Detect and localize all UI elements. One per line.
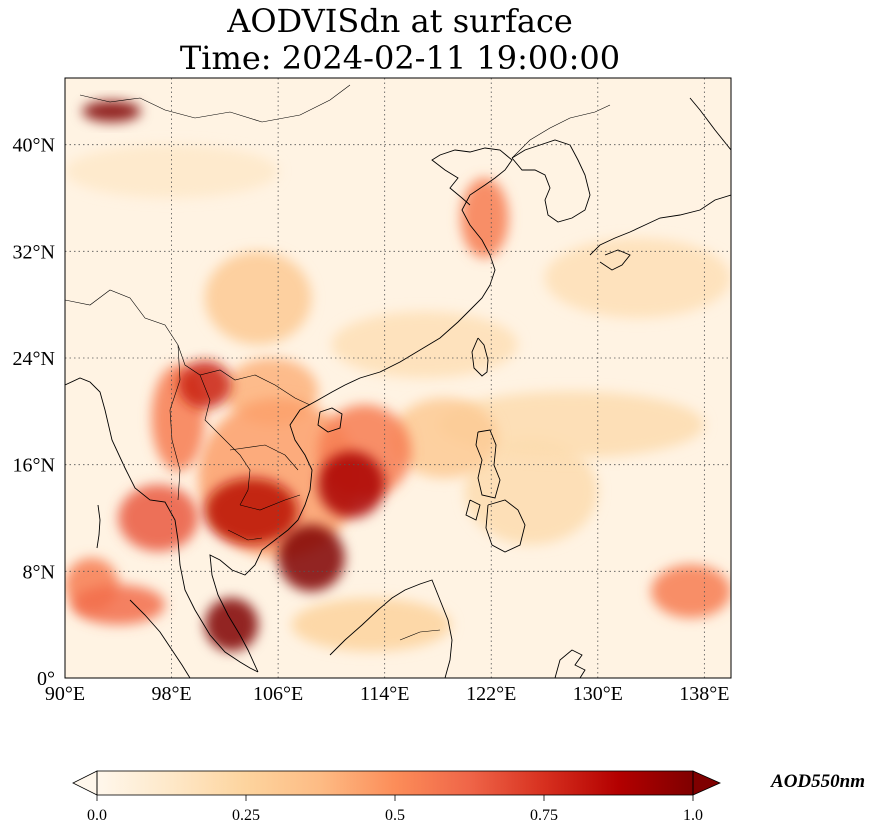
aod-hotspot xyxy=(178,360,232,409)
mongolia-border xyxy=(79,84,351,123)
longitude-tick-label: 130°E xyxy=(573,683,623,705)
border-layer xyxy=(65,84,611,641)
latitude-tick-label: 0° xyxy=(37,668,55,690)
latitude-tick-label: 8°N xyxy=(23,561,55,583)
aod-hotspot xyxy=(118,484,199,552)
map-panel xyxy=(64,77,732,679)
colorbar-extend-min xyxy=(72,770,98,796)
sumatra-coastline xyxy=(129,599,191,678)
longitude-tick-label: 90°E xyxy=(45,683,85,705)
longitude-tick-labels: 90°E 98°E 106°E 114°E 122°E 130°E 138°E xyxy=(45,683,730,705)
indochina-borders xyxy=(169,344,301,541)
korea-coastline xyxy=(511,139,591,223)
aod-hotspot xyxy=(65,144,279,198)
aod-hotspot xyxy=(71,584,165,625)
aod-hotspot xyxy=(291,598,452,652)
map-title: AODVISdn at surface xyxy=(227,2,573,40)
aod-hotspot xyxy=(331,311,518,378)
longitude-tick-label: 98°E xyxy=(151,683,191,705)
colorbar-extend-max xyxy=(692,770,721,796)
latitude-tick-label: 16°N xyxy=(13,455,55,477)
mainland-coastline xyxy=(65,147,513,673)
gridline-layer xyxy=(65,78,731,678)
sulawesi-coastline xyxy=(554,649,586,678)
longitude-tick-label: 122°E xyxy=(466,683,516,705)
aod-hotspot xyxy=(544,238,731,318)
latitude-tick-labels: 0° 8°N 16°N 24°N 32°N 40°N xyxy=(13,135,55,690)
borneo-coastline xyxy=(329,579,453,678)
colorbar-tick-label: 0.0 xyxy=(87,807,107,824)
taiwan-coastline xyxy=(471,337,489,377)
colorbar: 0.0 0.25 0.5 0.75 1.0 AOD550nm xyxy=(72,770,865,824)
japan-coastline xyxy=(589,97,731,271)
aod-hotspot xyxy=(278,524,345,592)
colorbar-tick-label: 0.5 xyxy=(385,807,405,824)
aod-hotspot xyxy=(318,451,385,518)
aod-field-layer xyxy=(65,100,731,652)
colorbar-gradient xyxy=(97,771,693,795)
coastline-layer xyxy=(65,97,731,678)
latitude-tick-label: 40°N xyxy=(13,135,55,157)
colorbar-label: AOD550nm xyxy=(770,771,865,792)
colorbar-ticks: 0.0 0.25 0.5 0.75 1.0 xyxy=(87,795,703,824)
longitude-tick-label: 114°E xyxy=(360,683,409,705)
aod-hotspot xyxy=(651,564,731,618)
map-frame xyxy=(64,77,732,679)
aod-hotspot xyxy=(391,398,498,478)
mindanao-coastline xyxy=(465,499,526,553)
colorbar-tick-label: 0.75 xyxy=(530,807,558,824)
andaman-coastline xyxy=(96,504,101,549)
aod-hotspot xyxy=(204,478,299,545)
latitude-tick-label: 32°N xyxy=(13,241,55,263)
malaysia-border xyxy=(399,629,441,641)
luzon-coastline xyxy=(475,429,501,499)
colorbar-tick-label: 1.0 xyxy=(683,807,703,824)
aod-hotspot xyxy=(204,251,312,345)
latitude-tick-label: 24°N xyxy=(13,348,55,370)
hainan-coastline xyxy=(317,407,343,433)
aod-hotspot xyxy=(437,391,705,458)
longitude-tick-label: 138°E xyxy=(679,683,729,705)
map-subtitle: Time: 2024-02-11 19:00:00 xyxy=(179,39,621,77)
aod-hotspot xyxy=(460,178,509,258)
aod-hotspot xyxy=(204,598,259,652)
colorbar-tick-label: 0.25 xyxy=(232,807,260,824)
longitude-tick-label: 106°E xyxy=(253,683,303,705)
aod-hotspot xyxy=(82,100,141,123)
china-southwest-border xyxy=(65,289,311,406)
